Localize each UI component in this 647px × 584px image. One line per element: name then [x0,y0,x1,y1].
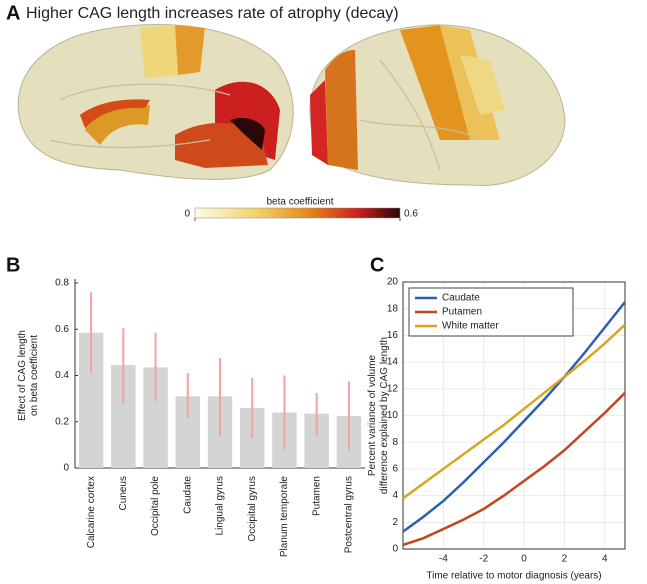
brain-lateral [309,24,566,187]
legend-label: White matter [442,321,499,332]
x-axis-label: Time relative to motor diagnosis (years) [426,571,601,582]
y-axis-label-line: on beta coefficient [29,335,40,416]
x-tick-label: Postcentral gyrus [344,476,355,553]
y-tick-label: 10 [387,410,399,421]
x-tick-label: Occipital gyrus [247,476,258,542]
x-tick-label: -4 [439,554,448,565]
y-axis-label-line: Effect of CAG length [17,330,28,421]
x-tick-label: Calcarine cortex [86,476,97,548]
line-series [402,301,626,533]
legend-label: Caudate [442,293,480,304]
colorbar-tick-label: 0.6 [404,209,418,220]
y-axis-label: Percent variance of volumedifference exp… [367,337,390,494]
y-tick-label: 0.2 [55,416,69,427]
y-tick-label: 20 [387,277,399,288]
x-tick-label: 2 [562,554,568,565]
y-axis-label-line: Percent variance of volume [367,354,378,476]
x-tick-label: Caudate [182,476,193,514]
y-axis-label-line: difference explained by CAG length [379,337,390,494]
y-tick-label: 0 [392,544,398,555]
y-tick-label: 6 [392,464,398,475]
y-tick-label: 0.6 [55,324,69,335]
panel-label: C [370,254,384,276]
x-tick-label: 4 [602,554,608,565]
y-tick-label: 0 [63,463,69,474]
x-tick-label: Planum temporale [279,476,290,558]
brain-medial [17,23,294,180]
panel-label: B [6,254,20,276]
y-tick-label: 12 [387,383,399,394]
y-tick-label: 2 [392,517,398,528]
y-tick-label: 14 [387,357,399,368]
x-tick-label: Cuneus [118,476,129,510]
legend-label: Putamen [442,307,482,318]
colorbar-label: beta coefficient [266,197,333,208]
plot-frame [402,281,626,550]
y-tick-label: 0.8 [55,278,69,289]
y-tick-label: 0.4 [55,370,69,381]
line-series [402,323,626,500]
x-tick-label: 0 [521,554,527,565]
y-tick-label: 4 [392,490,398,501]
y-tick-label: 18 [387,303,399,314]
y-axis-label: Effect of CAG lengthon beta coefficient [17,330,40,421]
line-series [402,391,626,547]
y-tick-label: 16 [387,330,399,341]
y-tick-label: 8 [392,437,398,448]
panel-label: A [6,2,20,24]
colorbar-tick-label: 0 [184,209,190,220]
panel-title: Higher CAG length increases rate of atro… [26,5,399,22]
colorbar [194,207,401,219]
x-tick-label: Occipital pole [150,476,161,536]
x-tick-label: -2 [479,554,488,565]
x-tick-label: Putamen [311,476,322,516]
x-tick-label: Lingual gyrus [215,476,226,535]
